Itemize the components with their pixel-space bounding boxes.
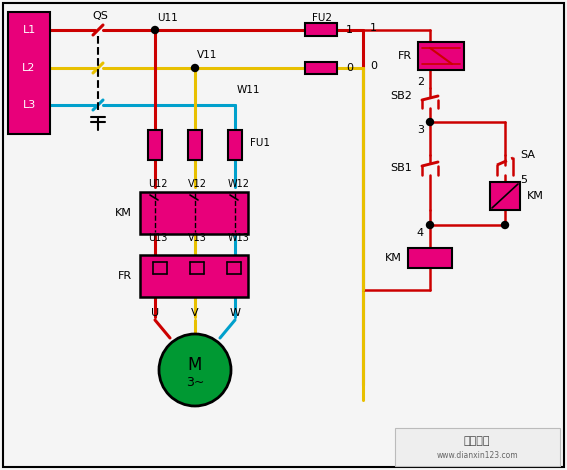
Text: QS: QS xyxy=(92,11,108,21)
Text: V12: V12 xyxy=(188,179,207,189)
Text: FR: FR xyxy=(398,51,412,61)
Text: SA: SA xyxy=(520,150,535,160)
Text: V13: V13 xyxy=(188,233,207,243)
Bar xyxy=(188,130,202,160)
Text: W13: W13 xyxy=(228,233,250,243)
Text: 电工天下: 电工天下 xyxy=(464,436,490,446)
Text: U11: U11 xyxy=(157,13,177,23)
Bar xyxy=(140,255,248,297)
Circle shape xyxy=(426,118,434,125)
Text: V: V xyxy=(191,308,199,318)
Bar xyxy=(395,428,560,466)
Text: www.dianxin123.com: www.dianxin123.com xyxy=(436,451,518,460)
Text: L3: L3 xyxy=(22,100,36,110)
Circle shape xyxy=(159,334,231,406)
Text: SB1: SB1 xyxy=(390,163,412,173)
Text: KM: KM xyxy=(385,253,402,263)
Bar xyxy=(305,62,337,74)
Text: L2: L2 xyxy=(22,63,36,73)
Text: FR: FR xyxy=(118,271,132,281)
Text: V11: V11 xyxy=(197,50,217,60)
Text: 5: 5 xyxy=(520,175,527,185)
Bar xyxy=(305,23,337,36)
Text: L1: L1 xyxy=(22,25,36,35)
Text: KM: KM xyxy=(115,208,132,218)
Circle shape xyxy=(192,64,198,71)
Text: 2: 2 xyxy=(417,77,424,87)
Text: 0: 0 xyxy=(370,61,377,71)
Bar xyxy=(140,192,248,234)
Circle shape xyxy=(151,26,159,33)
Text: 4: 4 xyxy=(417,228,424,238)
Text: W: W xyxy=(230,308,240,318)
Text: FU1: FU1 xyxy=(250,138,270,148)
Text: W11: W11 xyxy=(237,85,260,95)
Text: SB2: SB2 xyxy=(390,91,412,101)
Circle shape xyxy=(501,221,509,228)
Text: 1: 1 xyxy=(370,23,377,33)
Text: 0: 0 xyxy=(346,63,353,73)
Text: U13: U13 xyxy=(148,233,167,243)
Circle shape xyxy=(426,221,434,228)
Text: FU2: FU2 xyxy=(312,13,332,23)
Bar xyxy=(490,182,520,210)
Text: M: M xyxy=(188,356,202,374)
Text: 1: 1 xyxy=(346,25,353,35)
Text: 3: 3 xyxy=(417,125,424,135)
Text: KM: KM xyxy=(527,191,544,201)
Text: 3~: 3~ xyxy=(186,376,204,389)
Bar xyxy=(408,248,452,268)
Bar xyxy=(8,12,50,134)
Text: U: U xyxy=(151,308,159,318)
Text: W12: W12 xyxy=(228,179,250,189)
Bar xyxy=(418,42,464,70)
Bar xyxy=(228,130,242,160)
Text: U12: U12 xyxy=(148,179,167,189)
Bar xyxy=(148,130,162,160)
